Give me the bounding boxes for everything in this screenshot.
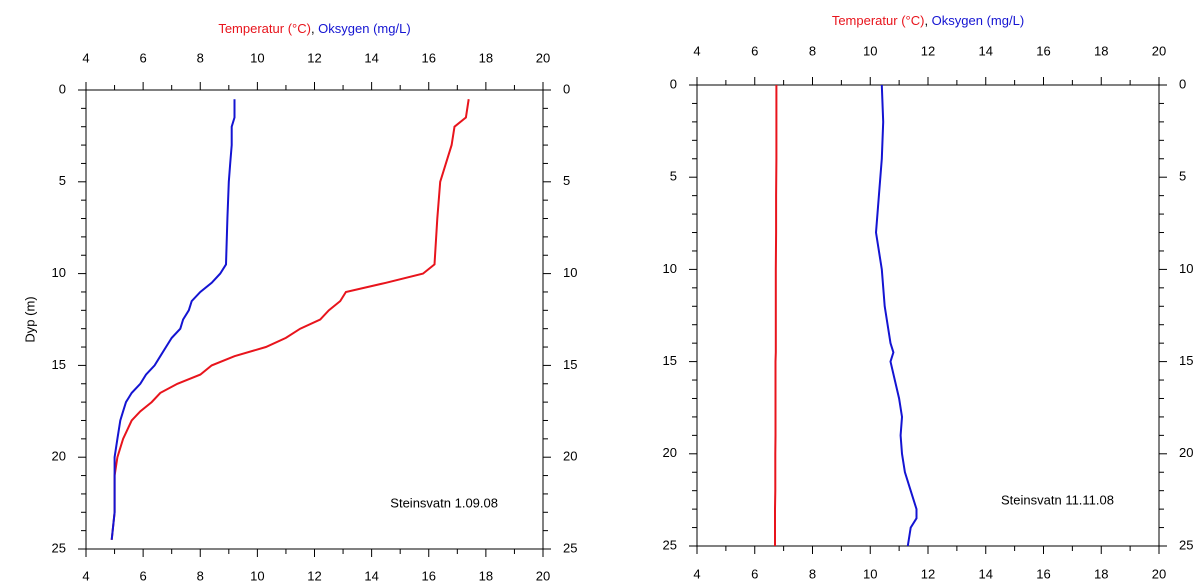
plot-frame — [696, 84, 1160, 547]
x-tick-label-top: 10 — [250, 50, 264, 65]
y-tick-label-left: 25 — [52, 540, 66, 555]
y-tick-label-right: 20 — [563, 449, 577, 464]
x-tick-label-top: 16 — [422, 50, 436, 65]
y-tick-label-right: 25 — [1179, 537, 1193, 552]
y-tick-label-right: 15 — [563, 357, 577, 372]
y-tick-label-left: 15 — [663, 353, 677, 368]
x-tick-label-bottom: 10 — [250, 568, 264, 583]
y-tick-label-right: 20 — [1179, 445, 1193, 460]
x-tick-label-top: 18 — [479, 50, 493, 65]
y-tick-label-right: 0 — [1179, 76, 1186, 91]
y-tick-label-left: 20 — [52, 449, 66, 464]
y-tick-label-left: 0 — [59, 81, 66, 96]
y-tick-label-right: 5 — [563, 173, 570, 188]
legend-separator: , — [924, 13, 931, 28]
x-tick-label-top: 8 — [197, 50, 204, 65]
y-tick-label-right: 25 — [563, 540, 577, 555]
x-tick-label-bottom: 4 — [693, 566, 700, 581]
legend-entry: Temperatur (°C) — [832, 13, 925, 28]
legend-title: Temperatur (°C), Oksygen (mg/L) — [218, 21, 410, 36]
y-tick-label-left: 5 — [670, 169, 677, 184]
profile-line — [774, 85, 778, 546]
x-tick-label-top: 20 — [1152, 43, 1166, 58]
y-tick-label-left: 10 — [663, 261, 677, 276]
y-tick-label-right: 10 — [1179, 261, 1193, 276]
legend-entry: Oksygen (mg/L) — [932, 13, 1024, 28]
y-tick-label-right: 10 — [563, 265, 577, 280]
y-tick-label-left: 25 — [663, 537, 677, 552]
x-tick-label-bottom: 6 — [140, 568, 147, 583]
x-tick-label-top: 16 — [1036, 43, 1050, 58]
x-tick-label-top: 12 — [921, 43, 935, 58]
x-tick-label-bottom: 18 — [1094, 566, 1108, 581]
profile-line — [874, 84, 918, 547]
legend-title: Temperatur (°C), Oksygen (mg/L) — [832, 13, 1024, 28]
x-tick-label-bottom: 10 — [863, 566, 877, 581]
x-tick-label-top: 6 — [751, 43, 758, 58]
x-tick-label-bottom: 12 — [307, 568, 321, 583]
profile-line — [110, 99, 236, 540]
x-tick-label-bottom: 4 — [82, 568, 89, 583]
x-tick-label-bottom: 8 — [197, 568, 204, 583]
x-tick-label-bottom: 12 — [921, 566, 935, 581]
x-tick-label-bottom: 20 — [1152, 566, 1166, 581]
x-tick-label-top: 4 — [82, 50, 89, 65]
annotation: Steinsvatn 11.11.08 — [1001, 492, 1114, 507]
x-tick-label-bottom: 6 — [751, 566, 758, 581]
x-tick-label-top: 6 — [140, 50, 147, 65]
x-tick-label-top: 14 — [979, 43, 993, 58]
y-tick-label-left: 5 — [59, 173, 66, 188]
x-tick-label-bottom: 8 — [809, 566, 816, 581]
legend-entry: Temperatur (°C) — [218, 21, 311, 36]
x-tick-label-top: 12 — [307, 50, 321, 65]
plot-frame — [85, 89, 544, 550]
annotation: Steinsvatn 1.09.08 — [390, 495, 498, 510]
y-tick-label-left: 20 — [663, 445, 677, 460]
legend-entry: Oksygen (mg/L) — [318, 21, 410, 36]
x-tick-label-bottom: 16 — [422, 568, 436, 583]
x-tick-label-top: 4 — [693, 43, 700, 58]
x-tick-label-top: 14 — [364, 50, 378, 65]
x-tick-label-top: 10 — [863, 43, 877, 58]
x-tick-label-bottom: 14 — [979, 566, 993, 581]
y-axis-label: Dyp (m) — [22, 296, 37, 342]
profile-line — [110, 99, 470, 540]
x-tick-label-bottom: 18 — [479, 568, 493, 583]
y-tick-label-left: 10 — [52, 265, 66, 280]
x-tick-label-top: 8 — [809, 43, 816, 58]
y-tick-label-left: 15 — [52, 357, 66, 372]
x-tick-label-bottom: 14 — [364, 568, 378, 583]
x-tick-label-bottom: 20 — [536, 568, 550, 583]
y-tick-label-right: 15 — [1179, 353, 1193, 368]
y-tick-label-right: 0 — [563, 81, 570, 96]
x-tick-label-bottom: 16 — [1036, 566, 1050, 581]
y-tick-label-left: 0 — [670, 76, 677, 91]
legend-separator: , — [311, 21, 318, 36]
x-tick-label-top: 20 — [536, 50, 550, 65]
x-tick-label-top: 18 — [1094, 43, 1108, 58]
y-tick-label-right: 5 — [1179, 169, 1186, 184]
